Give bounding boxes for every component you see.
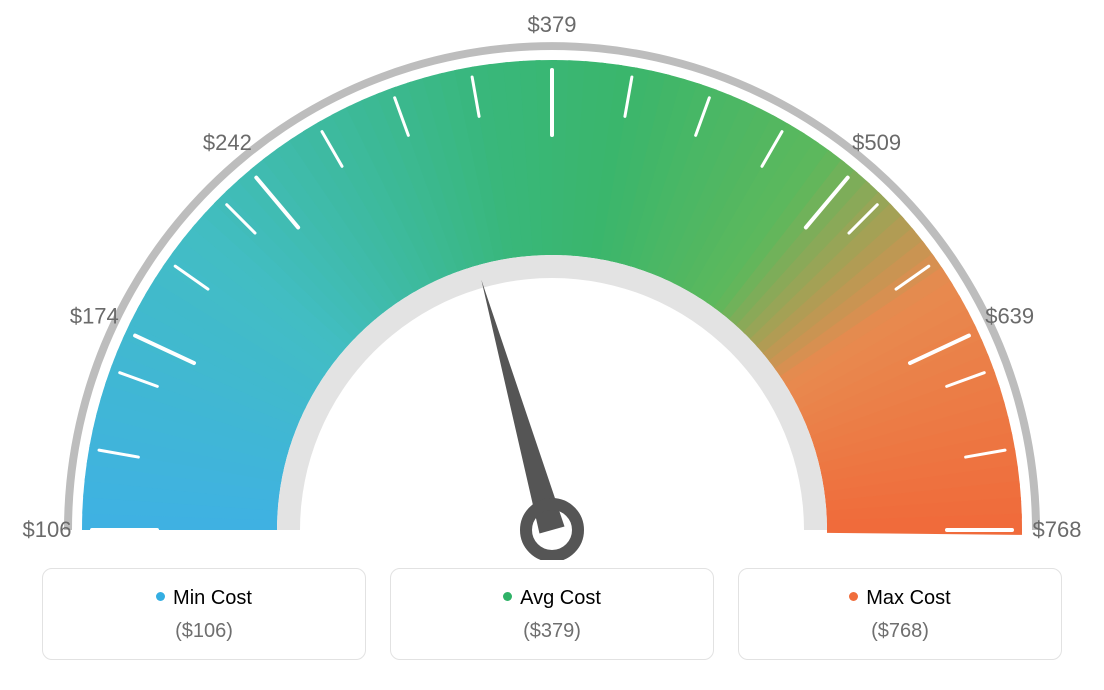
- legend-title-avg: Avg Cost: [391, 587, 713, 610]
- dot-icon: [156, 592, 165, 601]
- scale-label: $768: [1033, 517, 1082, 542]
- legend-label: Min Cost: [173, 587, 252, 609]
- legend-title-max: Max Cost: [739, 587, 1061, 610]
- scale-label: $106: [23, 517, 72, 542]
- scale-label: $509: [852, 130, 901, 155]
- legend-title-min: Min Cost: [43, 587, 365, 610]
- scale-label: $242: [203, 130, 252, 155]
- needle: [481, 280, 564, 534]
- legend-card-max: Max Cost ($768): [738, 568, 1062, 660]
- legend-label: Max Cost: [866, 587, 950, 609]
- cost-gauge: $106 $174 $242 $379 $509 $639 $768: [0, 0, 1104, 560]
- legend-value-avg: ($379): [391, 620, 713, 643]
- legend-value-max: ($768): [739, 620, 1061, 643]
- scale-label: $174: [70, 304, 119, 329]
- gauge-svg: $106 $174 $242 $379 $509 $639 $768: [0, 0, 1104, 560]
- dot-icon: [503, 592, 512, 601]
- legend-row: Min Cost ($106) Avg Cost ($379) Max Cost…: [42, 568, 1062, 660]
- scale-label: $379: [528, 12, 577, 37]
- legend-value-min: ($106): [43, 620, 365, 643]
- legend-label: Avg Cost: [520, 587, 601, 609]
- scale-label: $639: [985, 304, 1034, 329]
- dot-icon: [849, 592, 858, 601]
- legend-card-min: Min Cost ($106): [42, 568, 366, 660]
- legend-card-avg: Avg Cost ($379): [390, 568, 714, 660]
